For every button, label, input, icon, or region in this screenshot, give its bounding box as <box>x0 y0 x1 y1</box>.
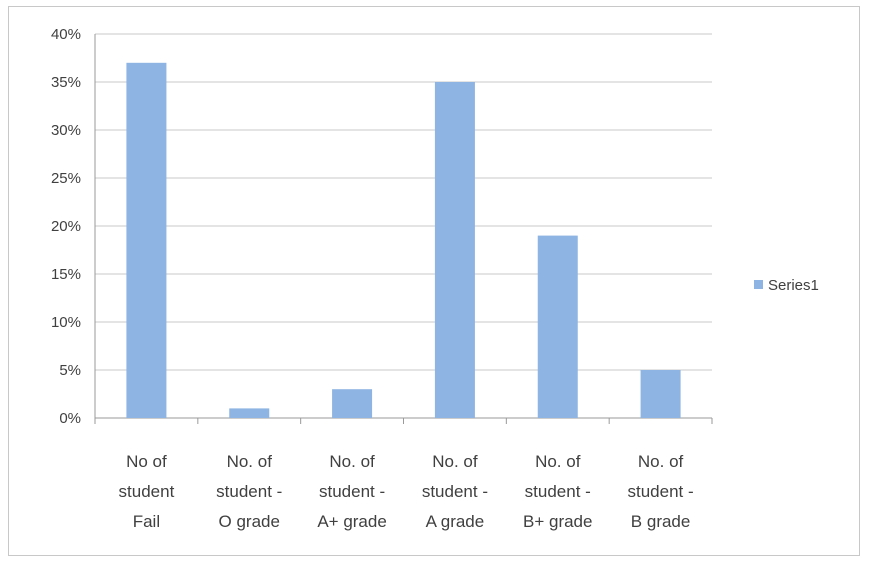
bar <box>229 408 270 418</box>
legend-swatch-series1 <box>754 280 763 289</box>
x-category-label: No of student Fail <box>119 452 175 531</box>
x-category-label: No. of student -B+ grade <box>523 452 592 531</box>
y-tick-label: 35% <box>51 74 81 91</box>
bar <box>537 235 578 418</box>
bar <box>126 62 167 419</box>
legend: Series1 <box>754 277 819 294</box>
gridlines <box>95 33 712 419</box>
bar <box>332 389 373 418</box>
y-axis: 0% 5% 10% 15% 20% 25% 30% 35% 40% <box>51 26 96 427</box>
y-tick-label: 10% <box>51 314 81 331</box>
bar <box>640 370 681 418</box>
y-tick-label: 30% <box>51 122 81 139</box>
bar <box>434 82 475 418</box>
x-category-label: No. of student -A grade <box>422 452 488 531</box>
x-category-label: No. of student -A+ grade <box>317 452 386 531</box>
x-category-label: No. of student -O grade <box>216 452 282 531</box>
x-axis: No of student Fail No. of student -O grade No… <box>94 418 713 531</box>
legend-label-series1: Series1 <box>768 277 819 294</box>
y-tick-label: 15% <box>51 266 81 283</box>
y-tick-label: 20% <box>51 218 81 235</box>
y-tick-label: 25% <box>51 170 81 187</box>
y-tick-label: 0% <box>59 410 81 427</box>
y-tick-label: 40% <box>51 26 81 43</box>
x-category-label: No. of student -B grade <box>628 452 694 531</box>
y-tick-label: 5% <box>59 362 81 379</box>
bars <box>126 62 681 419</box>
